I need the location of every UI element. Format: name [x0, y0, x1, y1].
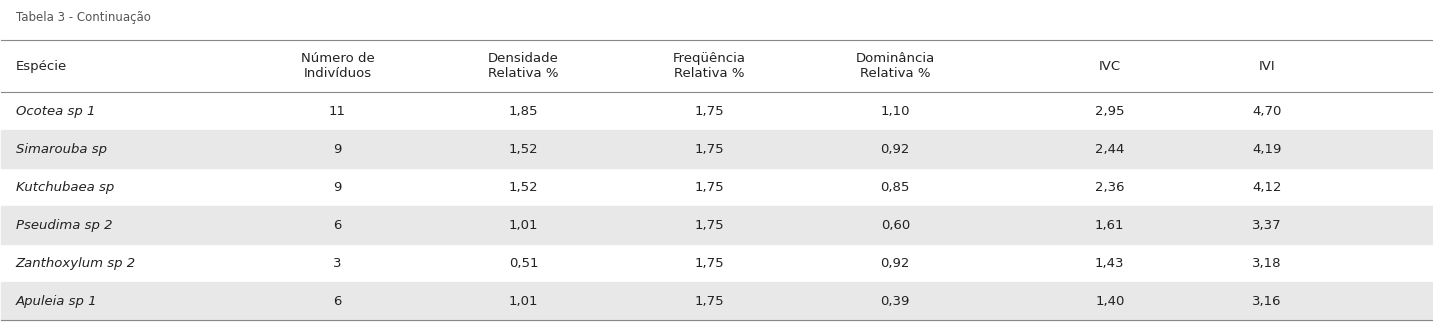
- Text: 9: 9: [334, 181, 341, 194]
- FancyBboxPatch shape: [1, 131, 1432, 168]
- Text: 0,39: 0,39: [881, 295, 910, 308]
- Text: Kutchubaea sp: Kutchubaea sp: [16, 181, 115, 194]
- Text: IVC: IVC: [1099, 60, 1121, 73]
- Text: 0,92: 0,92: [881, 257, 910, 270]
- Text: 6: 6: [334, 295, 341, 308]
- Text: 1,75: 1,75: [695, 181, 724, 194]
- Text: 1,01: 1,01: [509, 295, 539, 308]
- Text: Ocotea sp 1: Ocotea sp 1: [16, 105, 95, 118]
- Text: 11: 11: [330, 105, 345, 118]
- Text: 3,37: 3,37: [1252, 219, 1283, 232]
- Text: Espécie: Espécie: [16, 60, 67, 73]
- Text: 9: 9: [334, 143, 341, 156]
- Text: 0,51: 0,51: [509, 257, 539, 270]
- Text: 1,85: 1,85: [509, 105, 539, 118]
- Text: 3,16: 3,16: [1252, 295, 1283, 308]
- Text: 6: 6: [334, 219, 341, 232]
- Text: Apuleia sp 1: Apuleia sp 1: [16, 295, 97, 308]
- Text: Pseudima sp 2: Pseudima sp 2: [16, 219, 112, 232]
- Text: 1,01: 1,01: [509, 219, 539, 232]
- Text: 1,52: 1,52: [509, 143, 539, 156]
- FancyBboxPatch shape: [1, 206, 1432, 244]
- Text: 1,75: 1,75: [695, 295, 724, 308]
- Text: 1,40: 1,40: [1095, 295, 1125, 308]
- Text: Número de
Indivíduos: Número de Indivíduos: [301, 52, 374, 80]
- Text: Freqüência
Relativa %: Freqüência Relativa %: [674, 52, 745, 80]
- Text: 4,70: 4,70: [1252, 105, 1283, 118]
- Text: 3,18: 3,18: [1252, 257, 1283, 270]
- Text: Simarouba sp: Simarouba sp: [16, 143, 106, 156]
- Text: 1,75: 1,75: [695, 105, 724, 118]
- Text: 4,12: 4,12: [1252, 181, 1283, 194]
- Text: 2,95: 2,95: [1095, 105, 1125, 118]
- Text: Zanthoxylum sp 2: Zanthoxylum sp 2: [16, 257, 136, 270]
- FancyBboxPatch shape: [1, 282, 1432, 320]
- Text: 1,61: 1,61: [1095, 219, 1125, 232]
- Text: 4,19: 4,19: [1252, 143, 1283, 156]
- Text: 2,36: 2,36: [1095, 181, 1125, 194]
- Text: 1,10: 1,10: [880, 105, 910, 118]
- Text: 1,43: 1,43: [1095, 257, 1125, 270]
- Text: 1,75: 1,75: [695, 257, 724, 270]
- Text: 1,75: 1,75: [695, 219, 724, 232]
- Text: 0,60: 0,60: [881, 219, 910, 232]
- Text: Dominância
Relativa %: Dominância Relativa %: [856, 52, 934, 80]
- Text: 3: 3: [334, 257, 341, 270]
- Text: IVI: IVI: [1258, 60, 1275, 73]
- Text: 0,85: 0,85: [881, 181, 910, 194]
- Text: Densidade
Relativa %: Densidade Relativa %: [489, 52, 559, 80]
- Text: 0,92: 0,92: [881, 143, 910, 156]
- Text: 1,52: 1,52: [509, 181, 539, 194]
- Text: Tabela 3 - Continuação: Tabela 3 - Continuação: [16, 11, 150, 24]
- Text: 1,75: 1,75: [695, 143, 724, 156]
- Text: 2,44: 2,44: [1095, 143, 1125, 156]
